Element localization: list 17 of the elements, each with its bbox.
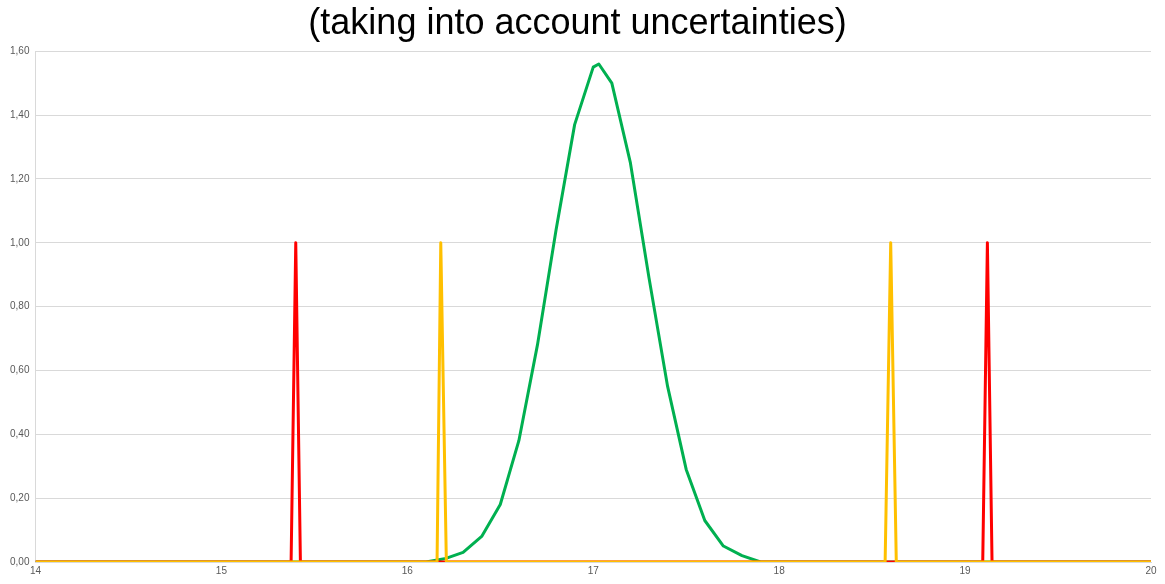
x-tick-label: 16 xyxy=(401,564,414,576)
y-tick-label: 1,00 xyxy=(9,236,30,248)
y-tick-label: 1,60 xyxy=(9,44,30,56)
x-tick-label: 19 xyxy=(959,564,972,576)
x-tick-label: 18 xyxy=(773,564,786,576)
y-tick-label: 1,20 xyxy=(9,172,30,184)
x-tick-label: 20 xyxy=(1145,564,1157,576)
y-tick-label: 0,20 xyxy=(9,491,30,503)
y-tick-label: 0,40 xyxy=(9,428,30,440)
x-tick-label: 14 xyxy=(29,564,42,576)
y-tick-label: 0,00 xyxy=(9,555,30,567)
x-tick-label: 17 xyxy=(587,564,600,576)
y-tick-label: 1,40 xyxy=(9,108,30,120)
chart-title: (taking into account uncertainties) xyxy=(308,0,847,42)
y-tick-label: 0,60 xyxy=(9,364,30,376)
y-tick-label: 0,80 xyxy=(9,300,30,312)
x-tick-label: 15 xyxy=(215,564,228,576)
